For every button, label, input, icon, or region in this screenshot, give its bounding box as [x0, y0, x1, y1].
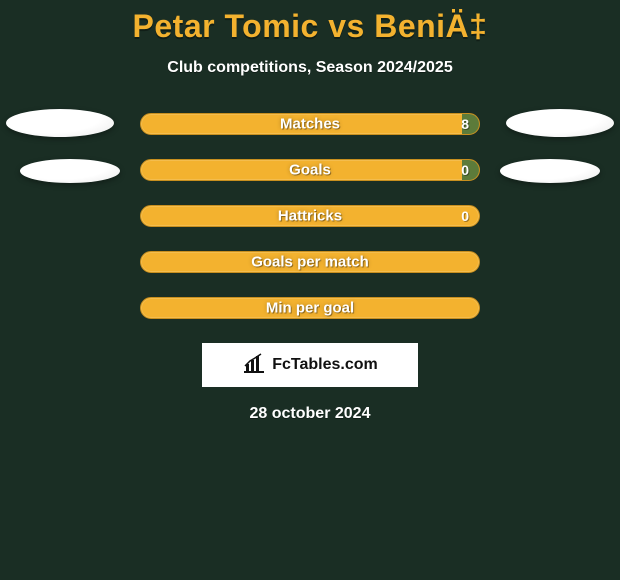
stat-label: Goals per match	[141, 254, 479, 271]
player-left-avatar-2	[20, 159, 120, 183]
stat-rows: Matches 8 Goals 0 Hattricks 0 Goals per …	[140, 113, 480, 319]
player-right-avatar-1	[506, 109, 614, 137]
player-right-avatar-2	[500, 159, 600, 183]
comparison-arena: Matches 8 Goals 0 Hattricks 0 Goals per …	[0, 113, 620, 319]
stat-row-hattricks: Hattricks 0	[140, 205, 480, 227]
stat-label: Min per goal	[141, 300, 479, 317]
stat-fill-right	[462, 114, 479, 134]
footer-date: 28 october 2024	[0, 405, 620, 423]
player-left-avatar-1	[6, 109, 114, 137]
brand-box[interactable]: FcTables.com	[202, 343, 418, 387]
stat-row-matches: Matches 8	[140, 113, 480, 135]
stat-row-goals: Goals 0	[140, 159, 480, 181]
page-subtitle: Club competitions, Season 2024/2025	[0, 59, 620, 77]
brand-text: FcTables.com	[272, 356, 378, 374]
stat-value-right: 0	[461, 208, 469, 224]
stat-label: Goals	[141, 162, 479, 179]
stat-label: Matches	[141, 116, 479, 133]
stat-label: Hattricks	[141, 208, 479, 225]
bar-chart-icon	[242, 352, 266, 379]
page-title: Petar Tomic vs BeniÄ‡	[0, 8, 620, 45]
stat-row-min-per-goal: Min per goal	[140, 297, 480, 319]
stat-row-goals-per-match: Goals per match	[140, 251, 480, 273]
stat-fill-right	[462, 160, 479, 180]
infographic-root: Petar Tomic vs BeniÄ‡ Club competitions,…	[0, 0, 620, 580]
